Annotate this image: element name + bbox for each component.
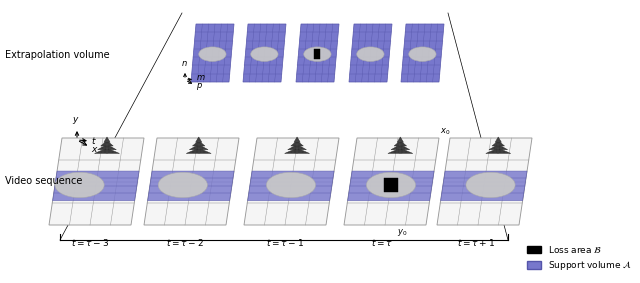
Text: Video sequence: Video sequence	[5, 176, 83, 186]
Ellipse shape	[466, 172, 515, 198]
Text: $t=\tau-2$: $t=\tau-2$	[166, 237, 204, 248]
Polygon shape	[388, 148, 413, 153]
Polygon shape	[243, 24, 286, 82]
Polygon shape	[285, 148, 310, 153]
Polygon shape	[294, 137, 300, 142]
Bar	[399, 150, 401, 153]
Polygon shape	[196, 137, 202, 142]
Text: $t=\tau$: $t=\tau$	[371, 237, 393, 248]
Ellipse shape	[304, 47, 331, 61]
Polygon shape	[100, 141, 113, 146]
Text: $t=\tau+1$: $t=\tau+1$	[457, 237, 495, 248]
Bar	[296, 150, 298, 153]
Ellipse shape	[251, 47, 278, 61]
Polygon shape	[186, 148, 211, 153]
Text: $n$: $n$	[180, 59, 188, 68]
Polygon shape	[104, 137, 110, 142]
Text: $y$: $y$	[72, 115, 80, 126]
Polygon shape	[52, 171, 139, 201]
Polygon shape	[495, 137, 501, 142]
Text: Extrapolation volume: Extrapolation volume	[5, 50, 109, 60]
Text: $t=\tau-3$: $t=\tau-3$	[71, 237, 109, 248]
Ellipse shape	[409, 47, 436, 61]
Polygon shape	[348, 171, 434, 201]
Text: $m$: $m$	[196, 74, 205, 83]
Ellipse shape	[356, 47, 384, 61]
Polygon shape	[193, 141, 205, 146]
Polygon shape	[148, 171, 234, 201]
Polygon shape	[489, 144, 508, 150]
Text: $y_0$: $y_0$	[397, 227, 408, 238]
Polygon shape	[394, 141, 406, 146]
Polygon shape	[98, 144, 116, 150]
Legend: Loss area $\mathcal{B}$, Support volume $\mathcal{A}$: Loss area $\mathcal{B}$, Support volume …	[524, 240, 636, 276]
Text: $x$: $x$	[91, 145, 99, 153]
Polygon shape	[49, 138, 144, 225]
Ellipse shape	[158, 172, 207, 198]
Ellipse shape	[366, 172, 415, 198]
Ellipse shape	[55, 172, 104, 198]
Ellipse shape	[266, 172, 316, 198]
Polygon shape	[189, 144, 208, 150]
Polygon shape	[288, 144, 307, 150]
Polygon shape	[437, 138, 532, 225]
Polygon shape	[244, 138, 339, 225]
Text: $p$: $p$	[196, 82, 203, 93]
Text: $t=\tau-1$: $t=\tau-1$	[266, 237, 304, 248]
Polygon shape	[291, 141, 303, 146]
Polygon shape	[344, 138, 439, 225]
Bar	[106, 150, 108, 153]
Bar	[198, 150, 200, 153]
Polygon shape	[440, 171, 527, 201]
Polygon shape	[95, 148, 120, 153]
Bar	[497, 150, 499, 153]
Polygon shape	[486, 148, 511, 153]
Polygon shape	[248, 171, 334, 201]
Text: $x_0$: $x_0$	[440, 127, 451, 137]
Bar	[314, 49, 321, 59]
Ellipse shape	[198, 47, 226, 61]
Polygon shape	[349, 24, 392, 82]
Polygon shape	[401, 24, 444, 82]
Polygon shape	[397, 137, 403, 142]
Polygon shape	[492, 141, 504, 146]
Text: $t$: $t$	[91, 134, 97, 145]
Polygon shape	[296, 24, 339, 82]
Polygon shape	[191, 24, 234, 82]
Bar	[385, 177, 397, 192]
Polygon shape	[144, 138, 239, 225]
Polygon shape	[391, 144, 410, 150]
